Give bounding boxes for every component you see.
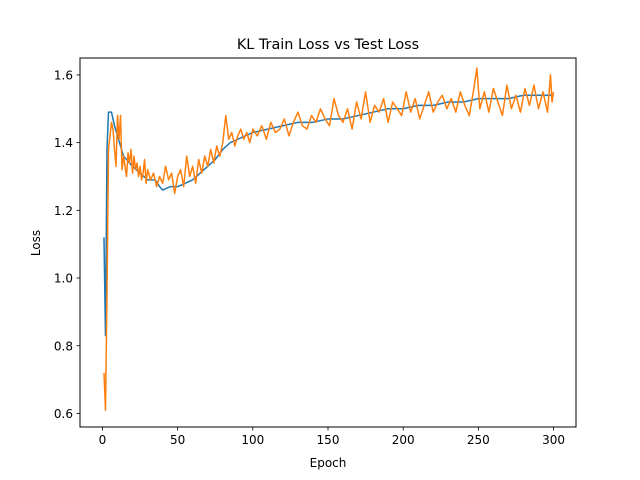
y-tick-label: 1.4 (54, 136, 73, 150)
chart-title: KL Train Loss vs Test Loss (237, 37, 419, 53)
series-layer (103, 67, 555, 411)
x-tick-label: 50 (170, 433, 185, 447)
x-axis-title: Epoch (310, 456, 347, 470)
x-tick-label: 0 (99, 433, 107, 447)
y-tick-label: 1.2 (54, 204, 73, 218)
x-tick-label: 150 (317, 433, 340, 447)
y-tick-label: 0.6 (54, 407, 73, 421)
y-tick-label: 1.6 (54, 68, 73, 82)
y-tick-label: 1.0 (54, 272, 73, 286)
y-axis-title: Loss (29, 230, 43, 256)
x-tick-label: 200 (392, 433, 415, 447)
series-line-2 (103, 67, 555, 411)
y-tick-label: 0.8 (54, 339, 73, 353)
y-axis: 0.6 0.8 1.0 1.2 1.4 1.6 (54, 68, 80, 421)
x-axis: 0 50 100 150 200 250 300 (99, 427, 565, 447)
x-tick-label: 100 (241, 433, 264, 447)
x-tick-label: 250 (467, 433, 490, 447)
x-tick-label: 300 (542, 433, 565, 447)
